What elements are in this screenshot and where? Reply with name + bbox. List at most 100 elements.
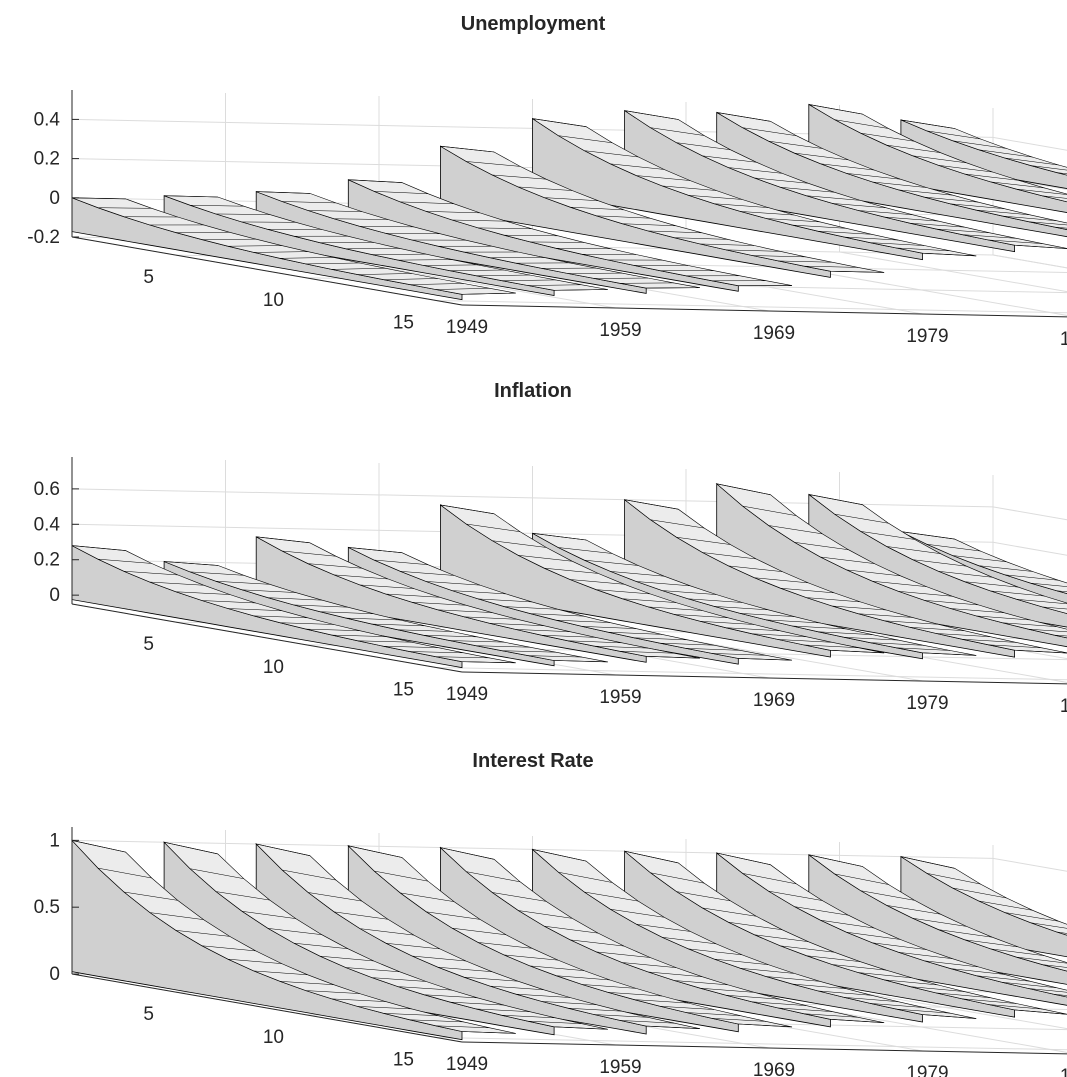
surface-mesh-line <box>832 964 887 971</box>
surface-mesh-line <box>820 920 875 929</box>
surface-mesh-line <box>253 970 308 976</box>
surface-mesh-line <box>331 268 386 270</box>
surface-mesh-line <box>650 519 705 529</box>
surface-mesh-line <box>662 590 717 595</box>
value-tick-label: 0.4 <box>34 109 61 130</box>
surface-mesh-line <box>504 234 559 237</box>
surface-mesh-line <box>962 234 1017 239</box>
surface-mesh-line <box>227 958 282 964</box>
surface-mesh-line <box>1030 582 1067 587</box>
surface-mesh-line <box>702 907 757 917</box>
surface-mesh-line <box>518 186 573 191</box>
surface-mesh-line <box>305 628 360 631</box>
surface-mesh-line <box>440 847 495 860</box>
surface-mesh-line <box>400 201 455 205</box>
surface-mesh-line <box>688 948 743 956</box>
surface-mesh-line <box>702 552 757 560</box>
surface-mesh-line <box>900 119 955 129</box>
surface-mesh-line <box>830 1019 885 1023</box>
surface-mesh-line <box>383 646 438 648</box>
surface-mesh-line <box>464 616 518 620</box>
surface-mesh-line <box>476 1008 530 1012</box>
surface-mesh-line <box>728 167 783 174</box>
horizon-tick-label: 10 <box>263 657 284 678</box>
surface-mesh-line <box>268 928 322 935</box>
surface-mesh-line <box>1014 1009 1067 1015</box>
value-tick-label: 0.5 <box>34 897 60 918</box>
surface-mesh-line <box>634 999 689 1004</box>
surface-mesh-line <box>1002 215 1057 221</box>
surface-mesh-line <box>308 892 362 902</box>
surface-mesh-line <box>820 163 875 171</box>
tick-labels: 00.20.40.6510151949195919691979198919992… <box>34 479 1067 717</box>
surface-mesh-line <box>542 635 596 638</box>
year-tick-label: 1989 <box>1060 1066 1067 1077</box>
surface-mesh-line <box>568 640 622 644</box>
surface-mesh-line <box>594 645 648 649</box>
surface-mesh-line <box>558 871 613 883</box>
surface-mesh-line <box>1054 634 1067 637</box>
surface-mesh-line <box>532 849 587 862</box>
surface-mesh-line <box>334 574 388 580</box>
surface-mesh-line <box>686 1012 741 1016</box>
horizon-axis-line <box>71 236 463 306</box>
surface-mesh-line <box>556 975 611 981</box>
surface-mesh-line <box>950 608 1005 614</box>
surface-mesh-line <box>648 971 703 977</box>
surface-mesh-line <box>778 260 833 263</box>
surface-mesh-line <box>622 223 677 227</box>
surface-mesh-line <box>950 968 1005 975</box>
surface-mesh-line <box>532 118 587 127</box>
surface-mesh-line <box>398 259 452 261</box>
surface-mesh-line <box>650 127 705 136</box>
surface-mesh-line <box>175 591 230 595</box>
surface-mesh-line <box>282 550 336 557</box>
surface-mesh-line <box>900 856 955 869</box>
surface-mesh-line <box>740 613 795 617</box>
surface-mesh-line <box>860 531 915 540</box>
surface-mesh-line <box>990 590 1045 597</box>
surface-mesh-line <box>608 992 663 997</box>
surface-mesh-line <box>1056 172 1067 175</box>
surface-mesh-line <box>97 207 152 209</box>
surface-mesh-line <box>502 650 556 653</box>
horizon-axis-line <box>71 973 463 1043</box>
horizon-tick-label: 15 <box>393 679 414 700</box>
surface-mesh-line <box>596 589 651 595</box>
surface-mesh-line <box>530 613 585 617</box>
grid-line-horizon <box>435 1036 1067 1051</box>
surface-mesh-line <box>1042 606 1067 610</box>
surface-mesh-line <box>1056 931 1067 934</box>
surface-mesh-line <box>1016 956 1067 964</box>
surface-mesh-line <box>374 191 429 194</box>
surface-mesh-line <box>620 1020 674 1024</box>
surface-mesh-line <box>676 142 731 150</box>
surface-ridge-top <box>808 854 1067 972</box>
axes <box>71 457 1067 685</box>
surface-mesh-line <box>256 843 310 856</box>
surface-mesh-line <box>738 658 793 661</box>
surface-mesh-line <box>912 918 967 927</box>
surface-mesh-line <box>952 140 1007 149</box>
surface-mesh-line <box>636 581 691 587</box>
surface-mesh-line <box>256 536 310 544</box>
surface-mesh-line <box>896 1008 951 1014</box>
surface-mesh-line <box>596 951 651 958</box>
surface-mesh-line <box>386 593 440 598</box>
surface-mesh-line <box>149 581 204 586</box>
surface-mesh-line <box>532 533 587 541</box>
surface-mesh-line <box>884 216 939 222</box>
surface-mesh-line <box>818 631 873 635</box>
surface-mesh-line <box>896 247 951 252</box>
surface-mesh-line <box>1004 157 1059 166</box>
surface-mesh-line <box>662 185 717 191</box>
surface-mesh-line <box>164 841 218 855</box>
surface-mesh-line <box>558 547 613 554</box>
surface-mesh-line <box>190 868 244 879</box>
surface-mesh-line <box>778 1007 833 1012</box>
surface-mesh-line <box>804 644 859 648</box>
surface-mesh-line <box>424 994 478 999</box>
year-tick-label: 1989 <box>1060 696 1067 717</box>
surface-mesh-line <box>752 633 807 637</box>
value-tick-label: 0.6 <box>34 479 60 500</box>
